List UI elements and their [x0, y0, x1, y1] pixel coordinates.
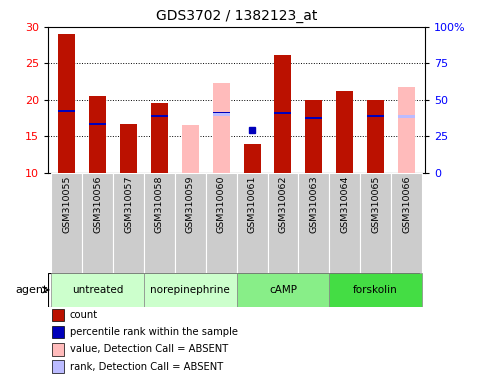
Bar [58, 34, 75, 173]
Bar [268, 173, 298, 273]
Bar [89, 96, 106, 173]
Bar [120, 124, 137, 173]
Text: GSM310060: GSM310060 [217, 176, 226, 233]
Bar [243, 144, 261, 173]
Bar [206, 173, 237, 273]
Bar [52, 343, 64, 356]
Bar [398, 115, 415, 118]
Bar [151, 104, 168, 173]
Text: percentile rank within the sample: percentile rank within the sample [70, 327, 238, 337]
Text: GSM310058: GSM310058 [155, 176, 164, 233]
Bar [58, 109, 75, 112]
Bar [144, 173, 175, 273]
Text: GSM310056: GSM310056 [93, 176, 102, 233]
Bar [329, 273, 422, 306]
Bar [298, 173, 329, 273]
Bar [274, 55, 291, 173]
Text: GSM310059: GSM310059 [186, 176, 195, 233]
Bar [52, 326, 64, 338]
Bar [237, 173, 268, 273]
Bar [398, 87, 415, 173]
Bar [213, 113, 230, 116]
Bar [51, 173, 82, 273]
Title: GDS3702 / 1382123_at: GDS3702 / 1382123_at [156, 9, 317, 23]
Bar [367, 114, 384, 117]
Bar [151, 114, 168, 117]
Text: GSM310063: GSM310063 [310, 176, 318, 233]
Text: GSM310065: GSM310065 [371, 176, 380, 233]
Bar [398, 115, 415, 118]
Text: cAMP: cAMP [269, 285, 297, 295]
Bar [274, 112, 291, 114]
Text: agent: agent [15, 285, 48, 295]
Text: rank, Detection Call = ABSENT: rank, Detection Call = ABSENT [70, 362, 223, 372]
Bar [237, 273, 329, 306]
Text: GSM310061: GSM310061 [248, 176, 256, 233]
Bar [52, 361, 64, 373]
Bar [305, 100, 322, 173]
Bar [329, 173, 360, 273]
Bar [82, 173, 113, 273]
Bar [360, 173, 391, 273]
Bar [336, 91, 353, 173]
Text: GSM310062: GSM310062 [279, 176, 287, 233]
Bar [51, 273, 144, 306]
Bar [213, 83, 230, 173]
Bar [213, 112, 230, 114]
Text: GSM310066: GSM310066 [402, 176, 411, 233]
Bar [113, 173, 144, 273]
Bar [391, 173, 422, 273]
Bar [52, 309, 64, 321]
Text: value, Detection Call = ABSENT: value, Detection Call = ABSENT [70, 344, 228, 354]
Bar [175, 173, 206, 273]
Bar [144, 273, 237, 306]
Bar [182, 126, 199, 173]
Text: norepinephrine: norepinephrine [151, 285, 230, 295]
Text: count: count [70, 310, 98, 320]
Text: GSM310055: GSM310055 [62, 176, 71, 233]
Text: GSM310057: GSM310057 [124, 176, 133, 233]
Bar [305, 117, 322, 119]
Text: untreated: untreated [72, 285, 123, 295]
Text: GSM310064: GSM310064 [340, 176, 349, 233]
Text: forskolin: forskolin [353, 285, 398, 295]
Bar [367, 100, 384, 173]
Bar [89, 122, 106, 125]
